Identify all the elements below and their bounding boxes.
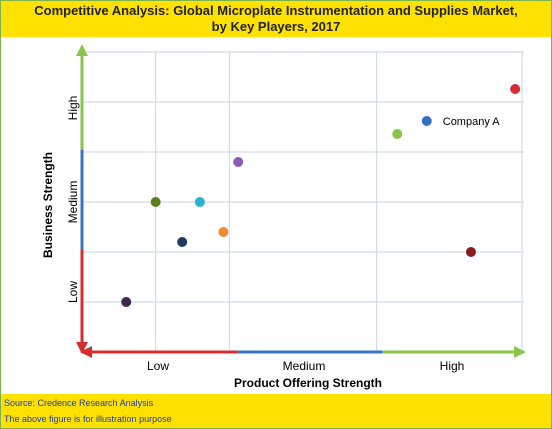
y-axis-label: Business Strength	[41, 152, 55, 258]
disclaimer-note: The above figure is for illustration pur…	[4, 414, 172, 424]
footer-banner: Source: Credence Research Analysis The a…	[1, 394, 551, 428]
x-tick-label: High	[440, 359, 465, 373]
data-point-label: Company A	[443, 116, 501, 128]
data-point	[150, 197, 161, 207]
chart-title: Competitive Analysis: Global Microplate …	[34, 3, 518, 34]
axes	[76, 44, 526, 358]
x-axis-arrowhead	[514, 346, 526, 358]
data-point	[233, 157, 244, 167]
grid	[82, 51, 524, 352]
data-points: Company A	[121, 84, 521, 307]
x-tick-label: Low	[147, 359, 169, 373]
data-point	[218, 227, 229, 237]
y-tick-label: Low	[66, 281, 80, 303]
source-note: Source: Credence Research Analysis	[4, 398, 154, 408]
y-axis-arrowhead	[76, 44, 88, 56]
data-point	[392, 129, 403, 139]
origin-arrowhead-down	[76, 342, 88, 354]
origin-arrowhead-left	[80, 346, 92, 358]
title-banner: Competitive Analysis: Global Microplate …	[1, 1, 551, 37]
y-tick-label: High	[66, 96, 80, 121]
data-point	[121, 297, 132, 307]
data-point	[510, 84, 521, 94]
data-point	[177, 237, 188, 247]
tick-labels: Low Medium High Low Medium High	[66, 96, 464, 373]
data-point	[421, 116, 432, 126]
data-point	[194, 197, 205, 207]
x-axis-label: Product Offering Strength	[234, 376, 382, 390]
data-point	[465, 247, 476, 257]
y-tick-label: Medium	[66, 181, 80, 224]
x-tick-label: Medium	[283, 359, 326, 373]
